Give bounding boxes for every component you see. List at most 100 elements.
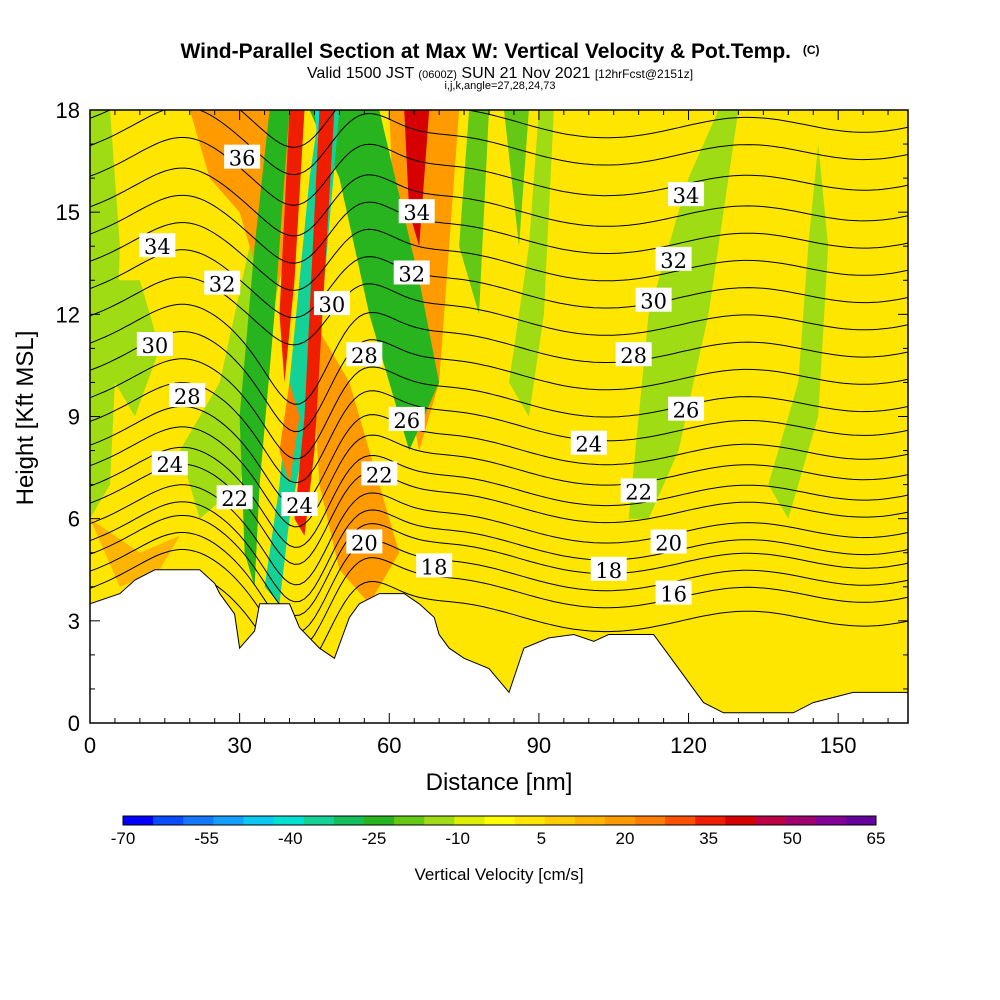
contour-label-box: [139, 233, 176, 258]
contour-label-box: [650, 529, 687, 554]
contour-label-box: [136, 331, 173, 356]
contour-label-box: [169, 383, 206, 408]
colorbar-tick-label: -70: [111, 829, 136, 848]
contour-label: 32: [209, 273, 236, 297]
theta-contour: [90, 426, 908, 528]
colorbar-tick-label: -10: [445, 829, 470, 848]
contour-label-box: [416, 553, 453, 578]
contour-label-box: [620, 478, 657, 503]
downdraft-green-narrow-2: [504, 110, 529, 247]
y-tick-label: 18: [56, 98, 80, 123]
colorbar-label: Vertical Velocity [cm/s]: [414, 865, 583, 884]
updraft-red-lower: [294, 110, 335, 536]
potential-temperature-contours: [90, 110, 908, 674]
contour-label-box: [346, 342, 383, 367]
y-tick-label: 15: [56, 200, 80, 225]
contour-label: 30: [141, 334, 168, 358]
contour-label: 24: [286, 494, 313, 518]
colorbar-frame: [122, 815, 877, 826]
contour-label: 24: [156, 453, 183, 477]
contour-label-box: [216, 485, 253, 510]
colorbar-tick-label: -55: [194, 829, 219, 848]
theta-contour: [90, 358, 908, 460]
contour-label: 32: [398, 262, 425, 286]
colorbar-swatch: [303, 816, 335, 825]
contour-label: 28: [620, 344, 647, 368]
contour-label-box: [655, 246, 692, 271]
contour-label: 32: [660, 249, 687, 273]
colorbar-swatch: [514, 816, 546, 825]
colorbar-swatch: [604, 816, 636, 825]
weak-downdraft-right: [628, 110, 739, 519]
y-tick-label: 3: [68, 609, 80, 634]
colorbar-tick-label: 20: [616, 829, 635, 848]
theta-contour: [90, 549, 908, 651]
contour-label: 22: [625, 480, 652, 504]
x-tick-label: 0: [84, 733, 96, 758]
theta-contour: [90, 406, 908, 508]
weak-downdraft-far-right: [768, 144, 829, 519]
theta-contour: [90, 194, 908, 264]
theta-contour: [90, 532, 908, 634]
contour-label: 28: [351, 344, 378, 368]
colorbar-swatch: [333, 816, 365, 825]
contour-label: 20: [655, 532, 682, 556]
contour-label: 18: [421, 555, 448, 579]
y-tick-label: 6: [68, 507, 80, 532]
theta-contour: [90, 382, 908, 484]
contour-label-box: [668, 396, 705, 421]
colorbar-swatch: [635, 816, 666, 825]
colorbar-swatch: [574, 816, 606, 825]
theta-contour: [90, 572, 908, 674]
contour-label-box: [398, 199, 435, 224]
theta-contour: [90, 515, 908, 617]
contour-label: 22: [221, 487, 248, 511]
colorbar: -70 -55 -40 -25 -10 5 20 35 50 65: [111, 815, 886, 848]
updraft-red-left: [279, 110, 305, 383]
colorbar-tick-label: 50: [783, 829, 802, 848]
theta-contour: [90, 463, 908, 565]
contour-label: 34: [144, 235, 171, 259]
contour-label: 20: [351, 532, 378, 556]
x-tick-label: 60: [377, 733, 401, 758]
colorbar-swatch: [243, 816, 275, 825]
chart-title: Wind-Parallel Section at Max W: Vertical…: [180, 40, 819, 63]
colorbar-swatch: [363, 816, 395, 825]
contour-label-box: [313, 291, 350, 316]
contour-label-box: [668, 182, 705, 207]
contour-label: 28: [174, 385, 201, 409]
colorbar-swatch: [665, 816, 696, 825]
colorbar-swatch: [424, 816, 455, 825]
colorbar-swatch: [454, 816, 485, 825]
y-tick-label: 12: [56, 302, 80, 327]
terrain-mask: [90, 569, 908, 723]
contour-label-box: [346, 529, 383, 554]
contour-label: 26: [673, 399, 700, 423]
y-axis-label: Height [Kft MSL]: [12, 331, 39, 506]
copyright-mark: (C): [803, 43, 820, 57]
colorbar-tick-label: -25: [362, 829, 387, 848]
contour-label: 26: [393, 409, 420, 433]
colorbar-tick-label: 65: [867, 829, 886, 848]
theta-contour: [90, 110, 908, 176]
colorbar-swatch: [755, 816, 787, 825]
contour-label-box: [615, 342, 652, 367]
x-tick-label: 90: [527, 733, 551, 758]
contour-label-box: [361, 461, 398, 486]
contour-label: 30: [319, 293, 346, 317]
theta-contour: [90, 276, 908, 346]
y-tick-label: 9: [68, 405, 80, 430]
colorbar-swatch: [183, 816, 214, 825]
colorbar-swatch: [725, 816, 757, 825]
contour-label: 16: [660, 583, 687, 607]
contour-label-box: [224, 144, 261, 169]
chart-subtitle: Valid 1500 JST (0600Z) SUN 21 Nov 2021 […: [307, 65, 693, 82]
colorbar-swatch: [544, 816, 576, 825]
contour-label: 30: [640, 290, 667, 314]
contour-label: 18: [595, 559, 622, 583]
contour-label-box: [281, 492, 318, 517]
colorbar-swatch: [273, 816, 305, 825]
x-tick-label: 150: [820, 733, 857, 758]
